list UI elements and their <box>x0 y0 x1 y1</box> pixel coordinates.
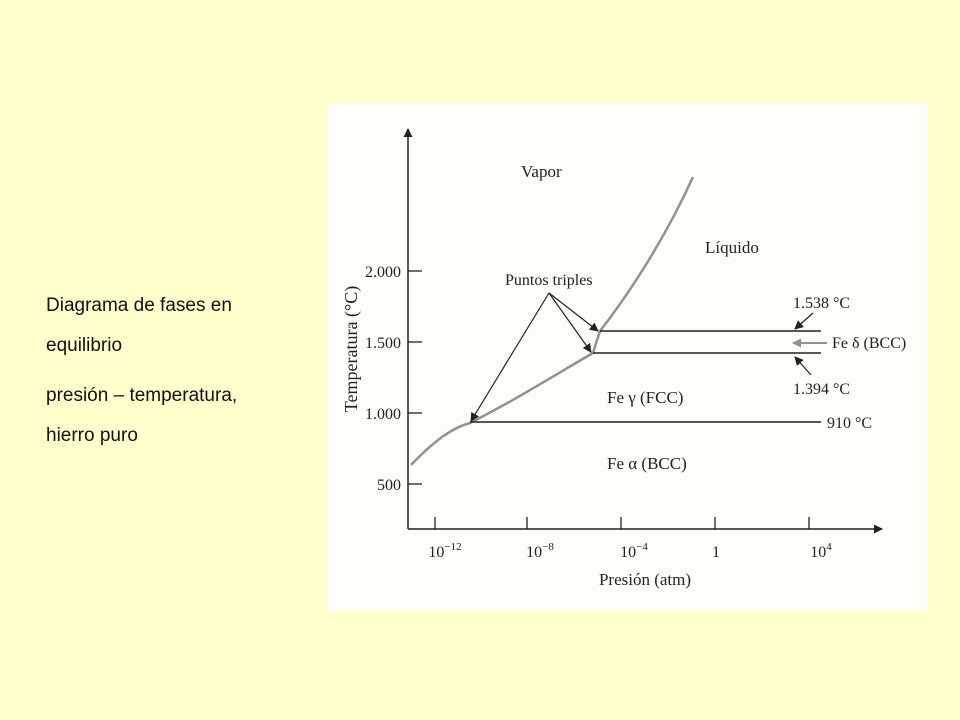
x-tick-base: 10 <box>428 544 444 561</box>
region-vapor-label: Vapor <box>521 162 562 181</box>
y-ticks <box>408 270 422 485</box>
y-tick-label: 1.000 <box>365 406 401 423</box>
y-tick-label: 2.000 <box>365 264 401 281</box>
y-tick-label: 500 <box>377 477 401 494</box>
region-fe-alpha-label: Fe α (BCC) <box>607 454 687 473</box>
x-tick-exponent: 4 <box>826 541 832 553</box>
caption-title: Diagrama de fases en equilibrio <box>46 286 316 366</box>
y-axis-label: Temperatura (°C) <box>341 286 362 412</box>
x-ticks <box>434 517 810 529</box>
melting-curve <box>591 176 695 354</box>
triple-point-arrow <box>548 292 599 332</box>
temp-1538-label: 1.538 °C <box>793 295 850 312</box>
x-tick-label: 1 <box>712 544 720 561</box>
x-tick-label: 10−8 <box>526 541 554 561</box>
triple-points-label: Puntos triples <box>505 272 593 289</box>
region-liquid-label: Líquido <box>705 238 759 257</box>
caption-line: equilibrio <box>46 335 123 356</box>
x-tick-label: 10−4 <box>620 541 648 561</box>
region-fe-delta-label: Fe δ (BCC) <box>832 335 906 352</box>
region-fe-gamma-label: Fe γ (FCC) <box>607 388 683 407</box>
temp-1394-arrow <box>794 356 812 376</box>
caption-line: Diagrama de fases en <box>46 295 232 316</box>
x-tick-label: 104 <box>810 541 832 561</box>
x-tick-base: 1 <box>712 544 720 561</box>
x-tick-label: 10−12 <box>428 541 461 561</box>
triple-point-arrow <box>548 292 592 353</box>
triple-point-arrow <box>470 292 550 422</box>
temp-910-label: 910 °C <box>827 415 872 432</box>
temp-1538-arrow <box>794 312 814 330</box>
temp-1394-label: 1.394 °C <box>793 381 850 398</box>
caption-line: presión – temperatura, <box>46 385 238 406</box>
y-tick-label: 1.500 <box>365 335 401 352</box>
x-axis-label: Presión (atm) <box>599 570 691 589</box>
caption-subtitle: presión – temperatura, hierro puro <box>46 376 321 456</box>
x-tick-exponent: −12 <box>444 541 461 553</box>
x-tick-exponent: −4 <box>636 541 648 553</box>
caption-line: hierro puro <box>46 425 138 446</box>
iron-phase-diagram: 2.000 1.500 1.000 500 10−12 10−8 10−4 1 … <box>341 128 906 589</box>
x-tick-base: 10 <box>810 544 826 561</box>
x-tick-base: 10 <box>620 544 636 561</box>
x-tick-base: 10 <box>526 544 542 561</box>
phase-diagram-scan: 2.000 1.500 1.000 500 10−12 10−8 10−4 1 … <box>327 103 927 611</box>
x-tick-exponent: −8 <box>542 541 554 553</box>
